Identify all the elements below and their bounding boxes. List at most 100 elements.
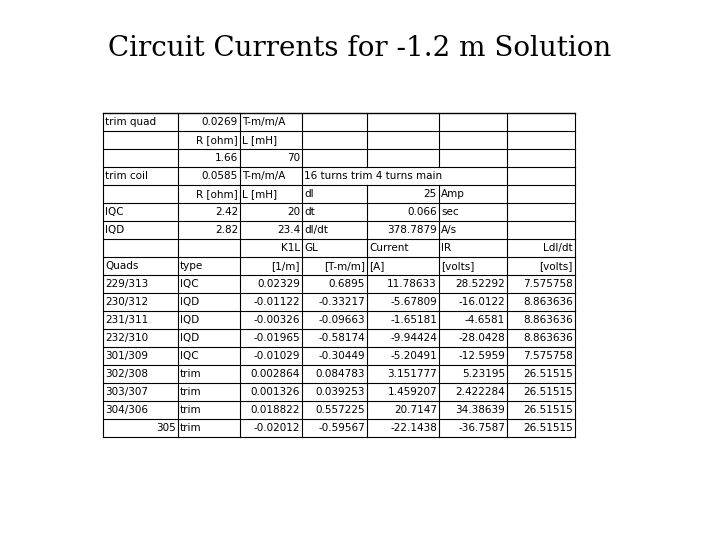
Text: -9.94424: -9.94424 [390, 333, 437, 343]
Text: Current: Current [369, 243, 408, 253]
Text: 5.23195: 5.23195 [462, 369, 505, 379]
Text: -22.1438: -22.1438 [390, 423, 437, 433]
Text: 301/309: 301/309 [105, 351, 148, 361]
Text: L [mH]: L [mH] [242, 189, 277, 199]
Text: 2.42: 2.42 [215, 207, 238, 217]
Text: 0.0585: 0.0585 [202, 171, 238, 181]
Text: trim coil: trim coil [105, 171, 148, 181]
Text: Circuit Currents for -1.2 m Solution: Circuit Currents for -1.2 m Solution [109, 35, 611, 62]
Text: trim quad: trim quad [105, 117, 156, 127]
Text: sec: sec [441, 207, 459, 217]
Text: [T-m/m]: [T-m/m] [324, 261, 365, 271]
Text: -0.01122: -0.01122 [253, 297, 300, 307]
Text: trim: trim [180, 423, 202, 433]
Text: -0.09663: -0.09663 [318, 315, 365, 325]
Text: trim: trim [180, 387, 202, 397]
Text: 0.001326: 0.001326 [251, 387, 300, 397]
Text: -1.65181: -1.65181 [390, 315, 437, 325]
Text: IQD: IQD [180, 333, 199, 343]
Text: 8.863636: 8.863636 [523, 297, 573, 307]
Text: -36.7587: -36.7587 [458, 423, 505, 433]
Text: A/s: A/s [441, 225, 457, 235]
Text: 11.78633: 11.78633 [387, 279, 437, 289]
Text: -0.01965: -0.01965 [253, 333, 300, 343]
Text: 378.7879: 378.7879 [387, 225, 437, 235]
Text: T-m/m/A: T-m/m/A [242, 171, 285, 181]
Text: 302/308: 302/308 [105, 369, 148, 379]
Text: 26.51515: 26.51515 [523, 369, 573, 379]
Text: [1/m]: [1/m] [271, 261, 300, 271]
Text: GL: GL [304, 243, 318, 253]
Text: 229/313: 229/313 [105, 279, 148, 289]
Text: 1.459207: 1.459207 [387, 387, 437, 397]
Text: 2.422284: 2.422284 [455, 387, 505, 397]
Text: 0.066: 0.066 [408, 207, 437, 217]
Text: R [ohm]: R [ohm] [197, 135, 238, 145]
Text: 2.82: 2.82 [215, 225, 238, 235]
Text: 0.039253: 0.039253 [315, 387, 365, 397]
Text: 304/306: 304/306 [105, 405, 148, 415]
Text: -0.02012: -0.02012 [253, 423, 300, 433]
Text: 232/310: 232/310 [105, 333, 148, 343]
Text: -5.67809: -5.67809 [390, 297, 437, 307]
Text: [A]: [A] [369, 261, 384, 271]
Text: 305: 305 [156, 423, 176, 433]
Text: -0.58174: -0.58174 [318, 333, 365, 343]
Text: 0.0269: 0.0269 [202, 117, 238, 127]
Text: Quads: Quads [105, 261, 138, 271]
Text: -0.33217: -0.33217 [318, 297, 365, 307]
Text: LdI/dt: LdI/dt [544, 243, 573, 253]
Text: 23.4: 23.4 [276, 225, 300, 235]
Text: [volts]: [volts] [441, 261, 474, 271]
Text: IQD: IQD [180, 315, 199, 325]
Text: -16.0122: -16.0122 [458, 297, 505, 307]
Text: -12.5959: -12.5959 [458, 351, 505, 361]
Text: [volts]: [volts] [539, 261, 573, 271]
Text: -0.00326: -0.00326 [253, 315, 300, 325]
Text: dI/dt: dI/dt [304, 225, 328, 235]
Text: -28.0428: -28.0428 [458, 333, 505, 343]
Text: dI: dI [304, 189, 314, 199]
Text: 230/312: 230/312 [105, 297, 148, 307]
Text: 26.51515: 26.51515 [523, 405, 573, 415]
Text: 0.018822: 0.018822 [251, 405, 300, 415]
Text: 7.575758: 7.575758 [523, 351, 573, 361]
Text: IQC: IQC [180, 279, 199, 289]
Text: IQD: IQD [105, 225, 125, 235]
Text: 28.52292: 28.52292 [455, 279, 505, 289]
Text: 7.575758: 7.575758 [523, 279, 573, 289]
Text: K1L: K1L [281, 243, 300, 253]
Text: 26.51515: 26.51515 [523, 387, 573, 397]
Text: 0.002864: 0.002864 [251, 369, 300, 379]
Text: IQC: IQC [180, 351, 199, 361]
Text: 26.51515: 26.51515 [523, 423, 573, 433]
Text: 70: 70 [287, 153, 300, 163]
Text: 0.084783: 0.084783 [315, 369, 365, 379]
Text: 34.38639: 34.38639 [455, 405, 505, 415]
Text: -0.59567: -0.59567 [318, 423, 365, 433]
Text: IR: IR [441, 243, 451, 253]
Text: -4.6581: -4.6581 [464, 315, 505, 325]
Text: R [ohm]: R [ohm] [197, 189, 238, 199]
Text: 303/307: 303/307 [105, 387, 148, 397]
Text: 25: 25 [424, 189, 437, 199]
Text: 0.557225: 0.557225 [315, 405, 365, 415]
Text: -0.30449: -0.30449 [318, 351, 365, 361]
Text: IQD: IQD [180, 297, 199, 307]
Text: 20.7147: 20.7147 [394, 405, 437, 415]
Text: trim: trim [180, 369, 202, 379]
Text: 231/311: 231/311 [105, 315, 148, 325]
Text: 0.6895: 0.6895 [328, 279, 365, 289]
Text: T-m/m/A: T-m/m/A [242, 117, 285, 127]
Text: -0.01029: -0.01029 [253, 351, 300, 361]
Text: 20: 20 [287, 207, 300, 217]
Text: -5.20491: -5.20491 [390, 351, 437, 361]
Text: IQC: IQC [105, 207, 124, 217]
Text: 8.863636: 8.863636 [523, 315, 573, 325]
Text: 8.863636: 8.863636 [523, 333, 573, 343]
Text: 16 turns trim 4 turns main: 16 turns trim 4 turns main [304, 171, 442, 181]
Text: trim: trim [180, 405, 202, 415]
Text: 0.02329: 0.02329 [257, 279, 300, 289]
Text: 1.66: 1.66 [215, 153, 238, 163]
Text: Amp: Amp [441, 189, 465, 199]
